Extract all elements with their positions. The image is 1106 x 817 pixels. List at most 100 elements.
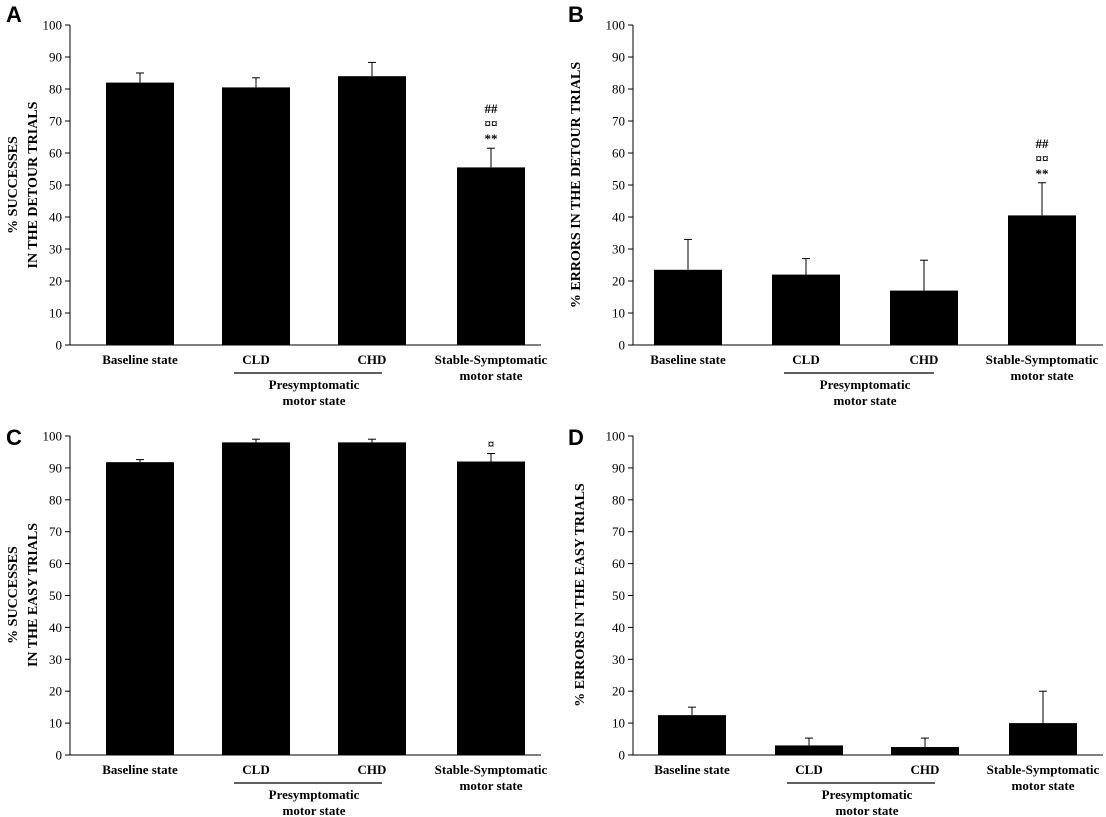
y-tick-label: 100 bbox=[606, 18, 626, 33]
group-label: motor state bbox=[836, 803, 899, 817]
category-label: CLD bbox=[792, 352, 819, 367]
panel-c: C 0 10 20 30 40 50 60 70 80 90 100 % SUCCESSES IN THE… bbox=[6, 425, 548, 817]
group-label: motor state bbox=[834, 393, 897, 408]
category-label-line2: motor state bbox=[1012, 778, 1075, 793]
bar bbox=[338, 76, 406, 345]
category-label-line2: motor state bbox=[460, 778, 523, 793]
y-tick-label: 40 bbox=[612, 620, 625, 635]
bar bbox=[222, 442, 290, 755]
y-tick-label: 80 bbox=[49, 82, 62, 97]
panel-letter: C bbox=[6, 425, 22, 450]
category-label: CHD bbox=[911, 762, 940, 777]
y-tick-label: 20 bbox=[49, 274, 62, 289]
category-label: Baseline state bbox=[650, 352, 726, 367]
y-tick-label: 10 bbox=[49, 716, 62, 731]
y-tick-label: 80 bbox=[49, 492, 62, 507]
category-label: Stable-Symptomatic bbox=[986, 352, 1099, 367]
y-tick-label: 40 bbox=[612, 210, 625, 225]
category-label: CHD bbox=[358, 762, 387, 777]
category-label-line2: motor state bbox=[460, 368, 523, 383]
y-tick-label: 30 bbox=[49, 652, 62, 667]
y-tick-label: 10 bbox=[612, 716, 625, 731]
y-axis-label: % SUCCESSES bbox=[6, 136, 21, 234]
y-tick-label: 70 bbox=[612, 524, 625, 539]
group-label: Presymptomatic bbox=[269, 787, 360, 802]
y-tick-label: 30 bbox=[49, 242, 62, 257]
y-tick-label: 20 bbox=[612, 274, 625, 289]
y-tick-label: 90 bbox=[49, 50, 62, 65]
significance-label: ¤¤ bbox=[485, 116, 498, 131]
y-tick-label: 10 bbox=[49, 306, 62, 321]
y-tick-label: 0 bbox=[56, 748, 63, 763]
bar bbox=[222, 87, 290, 346]
y-tick-label: 70 bbox=[49, 524, 62, 539]
y-tick-label: 0 bbox=[56, 338, 63, 353]
bar bbox=[1008, 215, 1076, 345]
y-axis-label: % ERRORS IN THE DETOUR TRIALS bbox=[569, 62, 584, 308]
y-tick-label: 90 bbox=[612, 50, 625, 65]
bar bbox=[106, 462, 174, 755]
category-label: CHD bbox=[910, 352, 939, 367]
category-label: CLD bbox=[242, 762, 269, 777]
category-label: Baseline state bbox=[654, 762, 730, 777]
group-label: motor state bbox=[283, 803, 346, 817]
y-tick-label: 20 bbox=[49, 684, 62, 699]
y-tick-label: 70 bbox=[49, 114, 62, 129]
group-label: Presymptomatic bbox=[822, 787, 913, 802]
y-axis-label: % SUCCESSES bbox=[6, 546, 21, 644]
bar bbox=[457, 461, 525, 755]
y-tick-label: 60 bbox=[49, 146, 62, 161]
y-tick-label: 20 bbox=[612, 684, 625, 699]
y-axis-label: % ERRORS IN THE EASY TRIALS bbox=[573, 483, 588, 707]
y-tick-label: 90 bbox=[612, 460, 625, 475]
panel-b: B 0 10 20 30 40 50 60 70 80 90 100 % ERRORS IN THE D… bbox=[568, 2, 1103, 408]
category-label: CLD bbox=[242, 352, 269, 367]
category-label: Baseline state bbox=[102, 352, 178, 367]
bar bbox=[772, 274, 840, 345]
y-tick-label: 80 bbox=[612, 82, 625, 97]
bar bbox=[106, 82, 174, 345]
significance-label: ¤¤ bbox=[1036, 151, 1049, 166]
y-axis-label: IN THE EASY TRIALS bbox=[26, 523, 41, 667]
y-tick-label: 10 bbox=[612, 306, 625, 321]
category-label: Stable-Symptomatic bbox=[987, 762, 1100, 777]
y-tick-label: 80 bbox=[612, 492, 625, 507]
y-tick-label: 90 bbox=[49, 460, 62, 475]
y-tick-label: 50 bbox=[612, 588, 625, 603]
panel-a: A 0 10 20 30 40 50 60 70 80 90 100 % SUCCESSES IN THE… bbox=[6, 2, 548, 408]
bar bbox=[1009, 723, 1077, 755]
y-tick-label: 40 bbox=[49, 620, 62, 635]
bar bbox=[658, 715, 726, 755]
significance-label: ¤ bbox=[488, 437, 495, 452]
y-tick-label: 30 bbox=[612, 652, 625, 667]
significance-label: ## bbox=[485, 101, 499, 116]
y-tick-label: 100 bbox=[43, 429, 63, 444]
y-tick-label: 30 bbox=[612, 242, 625, 257]
significance-label: ** bbox=[1036, 166, 1049, 181]
category-label: Stable-Symptomatic bbox=[435, 352, 548, 367]
panel-letter: B bbox=[568, 2, 584, 27]
bar bbox=[890, 290, 958, 345]
category-label: CHD bbox=[358, 352, 387, 367]
significance-label: ## bbox=[1036, 136, 1050, 151]
bar bbox=[891, 747, 959, 755]
panel-letter: A bbox=[6, 2, 22, 27]
y-tick-label: 50 bbox=[49, 178, 62, 193]
y-tick-label: 60 bbox=[49, 556, 62, 571]
y-tick-label: 60 bbox=[612, 556, 625, 571]
y-tick-label: 0 bbox=[619, 748, 626, 763]
y-axis-label: IN THE DETOUR TRIALS bbox=[26, 101, 41, 268]
y-tick-label: 100 bbox=[43, 18, 63, 33]
category-label-line2: motor state bbox=[1011, 368, 1074, 383]
group-label: Presymptomatic bbox=[820, 377, 911, 392]
panel-letter: D bbox=[568, 425, 584, 450]
y-tick-label: 0 bbox=[619, 338, 626, 353]
category-label: Stable-Symptomatic bbox=[435, 762, 548, 777]
y-tick-label: 100 bbox=[606, 429, 626, 444]
significance-label: ** bbox=[485, 131, 498, 146]
bar bbox=[654, 269, 722, 345]
category-label: CLD bbox=[795, 762, 822, 777]
y-tick-label: 70 bbox=[612, 114, 625, 129]
y-tick-label: 50 bbox=[612, 178, 625, 193]
